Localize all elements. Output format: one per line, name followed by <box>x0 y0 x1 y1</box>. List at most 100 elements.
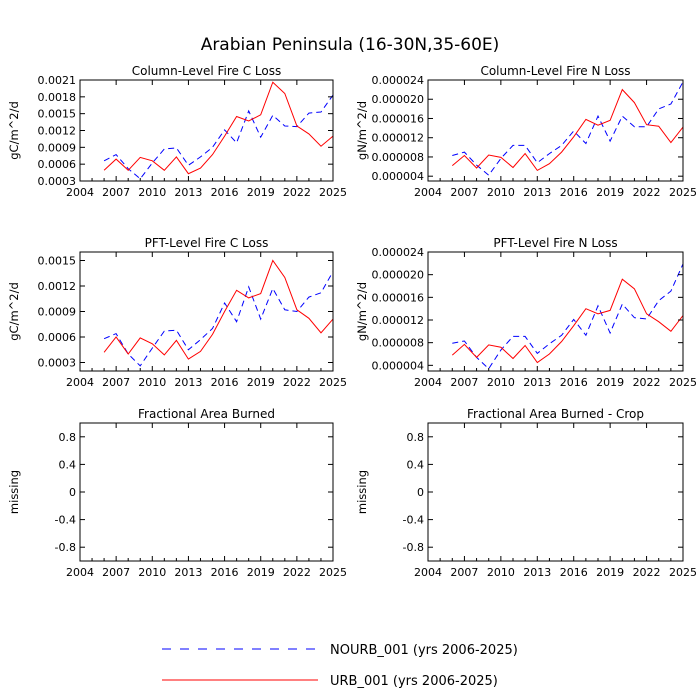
series-line-nourb-001 <box>103 94 334 180</box>
y-tick-label: -0.8 <box>403 541 424 554</box>
x-tick-label: 2016 <box>560 376 588 389</box>
y-tick-label: 0.0003 <box>38 357 77 370</box>
y-tick-label: 0.0009 <box>38 306 77 319</box>
chart-panel-5: Fractional Area Burned missing 2004 2007 201… <box>7 407 347 579</box>
x-tick-label: 2007 <box>102 566 130 579</box>
x-tick-label: 2019 <box>596 566 624 579</box>
x-tick-label: 2022 <box>633 186 661 199</box>
y-tick-label: 0.0006 <box>38 158 77 171</box>
x-tick-label: 2007 <box>102 376 130 389</box>
legend: NOURB_001 (yrs 2006-2025) URB_001 (yrs 2… <box>162 643 518 689</box>
x-tick-label: 2004 <box>414 376 442 389</box>
x-tick-label: 2016 <box>560 186 588 199</box>
y-tick-label: 0.000016 <box>372 112 425 125</box>
x-tick-label: 2022 <box>283 376 311 389</box>
x-tick-label: 2019 <box>247 186 275 199</box>
chart-panel-4: PFT-Level Fire N Loss gN/m^2/d 2004 2007 201… <box>355 236 697 389</box>
y-tick-label: 0.000020 <box>372 269 425 282</box>
x-tick-label: 2025 <box>319 186 347 199</box>
y-tick-label: -0.8 <box>55 541 76 554</box>
chart-panel-2: Column-Level Fire N Loss gN/m^2/d 2004 2007… <box>355 64 697 199</box>
series-line-urb-001 <box>103 259 334 360</box>
panel-title: PFT-Level Fire C Loss <box>145 236 269 250</box>
x-tick-label: 2010 <box>487 376 515 389</box>
y-tick-label: 0 <box>417 486 424 499</box>
y-tick-label: 0.4 <box>59 458 77 471</box>
y-tick-label: 0.0012 <box>38 125 77 138</box>
x-tick-label: 2013 <box>523 186 551 199</box>
x-tick-label: 2025 <box>669 566 697 579</box>
y-axis-label: gC/m^2/d <box>7 101 21 160</box>
series-line-urb-001 <box>103 81 334 175</box>
x-tick-label: 2013 <box>174 376 202 389</box>
series-line-nourb-001 <box>103 271 334 367</box>
x-tick-label: 2010 <box>138 186 166 199</box>
x-tick-label: 2004 <box>414 186 442 199</box>
series-line-nourb-001 <box>452 81 684 176</box>
x-tick-label: 2010 <box>487 566 515 579</box>
series-line-urb-001 <box>451 278 684 364</box>
y-tick-label: 0.4 <box>407 458 425 471</box>
x-tick-label: 2004 <box>66 186 94 199</box>
x-tick-label: 2010 <box>487 186 515 199</box>
x-tick-label: 2010 <box>138 376 166 389</box>
x-tick-label: 2025 <box>319 376 347 389</box>
panel-title: Fractional Area Burned <box>138 407 275 421</box>
x-tick-label: 2016 <box>211 376 239 389</box>
x-tick-label: 2019 <box>247 376 275 389</box>
y-axis-label: missing <box>355 470 369 514</box>
x-tick-label: 2007 <box>450 186 478 199</box>
y-tick-label: 0.0003 <box>38 175 77 188</box>
y-tick-label: 0.0015 <box>38 255 77 268</box>
figure-title: Arabian Peninsula (16-30N,35-60E) <box>201 35 500 55</box>
series-line-urb-001 <box>451 88 684 172</box>
chart-panel-1: Column-Level Fire C Loss gC/m^2/d 2004 2007… <box>7 64 347 199</box>
y-tick-label: 0.000012 <box>372 314 425 327</box>
y-tick-label: 0.8 <box>59 431 77 444</box>
x-tick-label: 2019 <box>247 566 275 579</box>
x-tick-label: 2004 <box>66 566 94 579</box>
y-tick-label: 0.000016 <box>372 291 425 304</box>
x-tick-label: 2010 <box>138 566 166 579</box>
x-tick-label: 2016 <box>211 186 239 199</box>
y-tick-label: 0.0021 <box>38 74 77 87</box>
y-axis-label: gN/m^2/d <box>355 101 369 160</box>
x-tick-label: 2016 <box>211 566 239 579</box>
y-tick-label: 0.000024 <box>372 246 425 259</box>
plot-frame <box>427 422 684 562</box>
panels: Column-Level Fire C Loss gC/m^2/d 2004 2007… <box>7 64 697 579</box>
y-tick-label: 0.000004 <box>372 359 425 372</box>
y-axis-label: gC/m^2/d <box>7 282 21 341</box>
x-tick-label: 2016 <box>560 566 588 579</box>
x-tick-label: 2013 <box>523 566 551 579</box>
y-tick-label: 0.0006 <box>38 331 77 344</box>
panel-title: Column-Level Fire N Loss <box>480 64 630 78</box>
y-tick-label: 0.8 <box>407 431 425 444</box>
series-line-nourb-001 <box>452 263 684 370</box>
panel-title: Fractional Area Burned - Crop <box>467 407 644 421</box>
x-tick-label: 2025 <box>669 186 697 199</box>
y-axis-label: gN/m^2/d <box>355 282 369 341</box>
x-tick-label: 2004 <box>66 376 94 389</box>
x-tick-label: 2022 <box>283 566 311 579</box>
x-tick-label: 2004 <box>414 566 442 579</box>
legend-label-urb: URB_001 (yrs 2006-2025) <box>330 674 498 689</box>
legend-label-nourb: NOURB_001 (yrs 2006-2025) <box>330 643 518 658</box>
y-tick-label: 0.000008 <box>372 337 425 350</box>
y-tick-label: 0.000008 <box>372 151 425 164</box>
x-tick-label: 2007 <box>450 376 478 389</box>
x-tick-label: 2013 <box>523 376 551 389</box>
y-axis-label: missing <box>7 470 21 514</box>
x-tick-label: 2025 <box>669 376 697 389</box>
panel-title: PFT-Level Fire N Loss <box>493 236 617 250</box>
panel-title: Column-Level Fire C Loss <box>132 64 282 78</box>
y-tick-label: 0 <box>69 486 76 499</box>
y-tick-label: 0.000024 <box>372 74 425 87</box>
x-tick-label: 2022 <box>283 186 311 199</box>
x-tick-label: 2013 <box>174 186 202 199</box>
plot-frame <box>79 79 334 182</box>
x-tick-label: 2019 <box>596 186 624 199</box>
chart-panel-3: PFT-Level Fire C Loss gC/m^2/d 2004 2007 201… <box>7 236 347 389</box>
y-tick-label: -0.4 <box>55 514 76 527</box>
